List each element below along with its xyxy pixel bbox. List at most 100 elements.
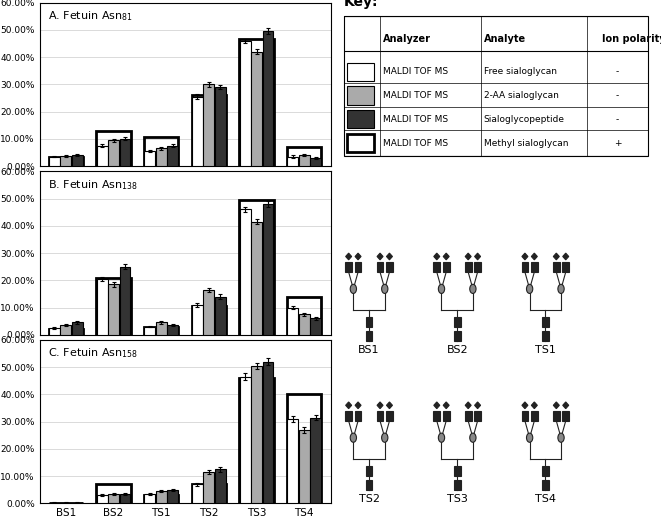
Bar bbox=[366, 317, 372, 327]
Bar bbox=[144, 495, 178, 503]
Bar bbox=[215, 87, 226, 166]
Text: TS3: TS3 bbox=[447, 494, 467, 504]
Polygon shape bbox=[465, 402, 471, 408]
Bar bbox=[156, 491, 167, 503]
Bar bbox=[97, 484, 131, 503]
Text: A. Fetuin Asn$_{81}$: A. Fetuin Asn$_{81}$ bbox=[48, 9, 133, 23]
Bar bbox=[454, 480, 461, 490]
Polygon shape bbox=[346, 402, 352, 408]
Bar bbox=[386, 262, 393, 272]
Bar bbox=[347, 86, 374, 104]
Bar bbox=[144, 494, 155, 503]
Polygon shape bbox=[531, 253, 537, 260]
Circle shape bbox=[381, 433, 388, 442]
Bar bbox=[97, 279, 108, 335]
Circle shape bbox=[438, 284, 445, 293]
Text: Analyte: Analyte bbox=[484, 34, 525, 45]
Bar bbox=[542, 331, 549, 341]
Bar bbox=[120, 267, 130, 335]
Bar bbox=[72, 155, 83, 166]
Circle shape bbox=[470, 433, 476, 442]
Bar bbox=[288, 419, 298, 503]
Bar bbox=[287, 147, 321, 166]
Bar bbox=[156, 322, 167, 335]
Bar bbox=[97, 495, 108, 503]
Text: -: - bbox=[616, 91, 619, 100]
Polygon shape bbox=[377, 402, 383, 408]
Bar bbox=[192, 305, 203, 335]
Bar bbox=[144, 151, 155, 166]
Text: TS1: TS1 bbox=[535, 346, 556, 356]
Bar bbox=[72, 322, 83, 335]
Bar bbox=[366, 331, 372, 341]
Bar bbox=[108, 284, 119, 335]
Bar bbox=[563, 262, 569, 272]
Bar bbox=[347, 110, 374, 128]
Circle shape bbox=[558, 284, 564, 293]
Bar bbox=[251, 222, 262, 335]
Bar bbox=[192, 95, 226, 166]
Bar bbox=[366, 466, 372, 476]
Polygon shape bbox=[355, 253, 361, 260]
Bar bbox=[144, 326, 155, 335]
Text: +: + bbox=[613, 139, 621, 147]
Bar bbox=[108, 494, 119, 503]
Polygon shape bbox=[355, 402, 361, 408]
Bar bbox=[299, 155, 310, 166]
Bar bbox=[310, 418, 321, 503]
Bar bbox=[262, 362, 274, 503]
Polygon shape bbox=[522, 402, 528, 408]
Bar bbox=[454, 317, 461, 327]
Bar bbox=[239, 200, 274, 335]
Text: MALDI TOF MS: MALDI TOF MS bbox=[383, 91, 448, 100]
Bar bbox=[531, 411, 537, 421]
Circle shape bbox=[350, 433, 356, 442]
Bar bbox=[167, 325, 178, 335]
Text: B. Fetuin Asn$_{138}$: B. Fetuin Asn$_{138}$ bbox=[48, 178, 138, 192]
Bar bbox=[345, 262, 352, 272]
Text: BS2: BS2 bbox=[446, 346, 468, 356]
Bar bbox=[522, 262, 528, 272]
Polygon shape bbox=[553, 402, 559, 408]
Bar bbox=[240, 377, 251, 503]
Bar bbox=[215, 297, 226, 335]
Polygon shape bbox=[563, 402, 568, 408]
Bar bbox=[434, 411, 440, 421]
Bar bbox=[465, 262, 471, 272]
Polygon shape bbox=[387, 253, 393, 260]
Circle shape bbox=[526, 433, 533, 442]
Bar bbox=[167, 146, 178, 166]
Bar bbox=[204, 472, 214, 503]
Text: Free sialoglycan: Free sialoglycan bbox=[484, 67, 557, 76]
Polygon shape bbox=[465, 253, 471, 260]
Bar bbox=[49, 330, 83, 335]
Bar bbox=[144, 138, 178, 166]
Text: Analyzer: Analyzer bbox=[383, 34, 431, 45]
Bar bbox=[262, 204, 274, 335]
Bar bbox=[553, 411, 560, 421]
Polygon shape bbox=[553, 253, 559, 260]
Bar bbox=[542, 466, 549, 476]
Text: Ion polarity: Ion polarity bbox=[602, 34, 661, 45]
Bar bbox=[287, 297, 321, 335]
Bar bbox=[60, 502, 71, 503]
Bar bbox=[310, 318, 321, 335]
Circle shape bbox=[350, 284, 356, 293]
Polygon shape bbox=[444, 253, 449, 260]
Bar bbox=[310, 158, 321, 166]
Bar bbox=[563, 411, 569, 421]
Bar bbox=[251, 51, 262, 166]
Bar bbox=[454, 331, 461, 341]
Text: BS1: BS1 bbox=[358, 346, 380, 356]
Polygon shape bbox=[531, 402, 537, 408]
Bar bbox=[192, 97, 203, 166]
Bar bbox=[144, 326, 178, 335]
Bar bbox=[542, 317, 549, 327]
Circle shape bbox=[558, 433, 564, 442]
Bar bbox=[377, 411, 383, 421]
Bar bbox=[49, 157, 60, 166]
Bar bbox=[355, 262, 362, 272]
Bar bbox=[192, 484, 203, 503]
Bar bbox=[60, 156, 71, 166]
Bar bbox=[97, 131, 131, 166]
